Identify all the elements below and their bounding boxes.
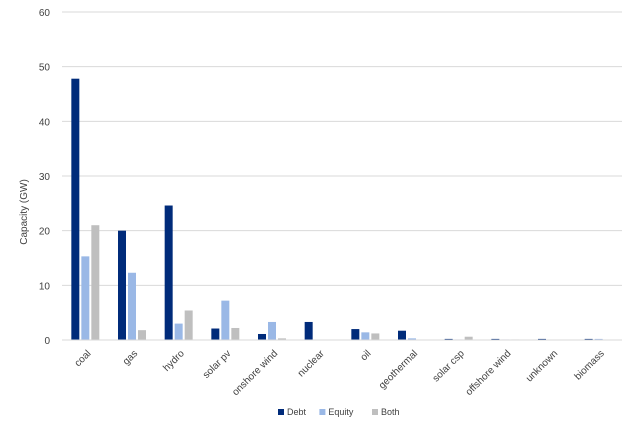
bar-debt-hydro <box>164 205 173 340</box>
bar-debt-oil <box>351 329 360 340</box>
x-tick-label: unknown <box>524 348 560 384</box>
bar-both-hydro <box>184 310 193 340</box>
bar-debt-geothermal <box>398 330 406 340</box>
bar-debt-gas <box>118 230 126 340</box>
bar-equity-onshore-wind <box>268 321 276 340</box>
x-tick-label: coal <box>73 348 94 369</box>
y-axis-label: Capacity (GW) <box>19 179 30 245</box>
y-tick-label: 60 <box>39 8 51 19</box>
x-tick-label: offshore wind <box>464 348 514 398</box>
bar-both-solar-csp <box>464 336 473 340</box>
bar-equity-solar-pv <box>221 300 230 340</box>
bar-both-oil <box>371 333 380 340</box>
x-tick-label: onshore wind <box>230 348 280 398</box>
bar-debt-coal <box>71 78 80 341</box>
bar-equity-coal <box>81 256 90 340</box>
x-tick-label: biomass <box>573 348 607 382</box>
legend-label-debt: Debt <box>287 407 307 417</box>
bars <box>71 78 603 341</box>
x-tick-label: gas <box>121 348 140 367</box>
legend-swatch-both <box>372 409 378 415</box>
bar-debt-unknown <box>538 338 546 340</box>
bar-debt-offshore-wind <box>491 338 500 340</box>
x-tick-label: nuclear <box>296 348 327 379</box>
y-tick-label: 50 <box>39 63 51 74</box>
x-tick-label: solar pv <box>201 348 234 381</box>
x-tick-label: hydro <box>161 348 187 374</box>
bar-both-gas <box>138 330 146 340</box>
bar-debt-nuclear <box>304 321 313 340</box>
y-tick-label: 0 <box>44 336 50 347</box>
x-tick-label: oil <box>359 348 374 363</box>
bar-debt-onshore-wind <box>258 333 266 340</box>
legend: Debt Equity Both <box>278 407 400 417</box>
y-tick-label: 10 <box>39 281 51 292</box>
bar-both-solar-pv <box>231 327 240 340</box>
y-tick-labels: 0 10 20 30 40 50 60 <box>39 8 51 347</box>
y-tick-label: 40 <box>39 117 51 128</box>
bar-equity-biomass <box>594 338 603 340</box>
bar-equity-hydro <box>174 323 183 340</box>
y-tick-label: 30 <box>39 172 51 183</box>
x-tick-label: geothermal <box>377 348 420 391</box>
bar-debt-biomass <box>584 338 593 340</box>
x-tick-label: solar csp <box>431 348 467 384</box>
bar-equity-geothermal <box>408 338 416 340</box>
legend-label-equity: Equity <box>328 407 354 417</box>
bar-both-coal <box>91 225 100 340</box>
y-tick-label: 20 <box>39 227 51 238</box>
bar-both-onshore-wind <box>278 338 286 340</box>
bar-debt-solar-csp <box>444 338 453 340</box>
bar-equity-oil <box>361 332 370 340</box>
bar-equity-gas <box>128 272 136 340</box>
legend-swatch-debt <box>278 409 284 415</box>
legend-swatch-equity <box>319 409 326 415</box>
bar-debt-solar-pv <box>211 328 220 340</box>
gridlines <box>62 11 622 286</box>
legend-label-both: Both <box>381 407 400 417</box>
